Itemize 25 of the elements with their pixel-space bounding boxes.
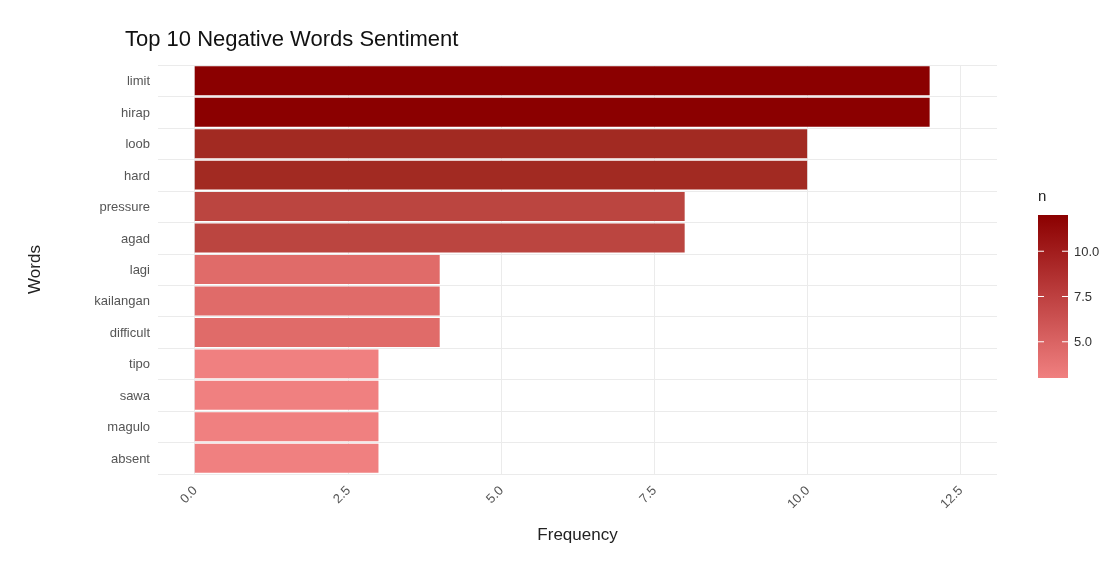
y-tick-label: kailangan: [94, 293, 150, 309]
y-tick-label: agad: [121, 230, 150, 246]
color-bar-label: 10.0: [1074, 243, 1100, 259]
legend-title: n: [1038, 187, 1047, 204]
x-tick-label: 7.5: [635, 482, 660, 507]
y-tick-label: magulo: [107, 419, 150, 435]
y-tick-label: sawa: [119, 387, 151, 403]
x-tick-label: 2.5: [329, 482, 354, 507]
y-tick-label: pressure: [99, 199, 150, 215]
y-tick-label: absent: [110, 450, 151, 466]
x-tick-label: 0.0: [176, 482, 201, 507]
y-tick-label: limit: [126, 73, 151, 89]
y-tick-label: lagi: [129, 262, 151, 277]
x-axis-title: Frequency: [537, 525, 619, 544]
x-tick-label: 5.0: [482, 482, 507, 507]
color-bar-label: 5.0: [1074, 334, 1093, 350]
color-bar-label: 7.5: [1074, 289, 1093, 304]
x-tick-label: 10.0: [783, 482, 813, 512]
y-tick-label: difficult: [109, 324, 151, 340]
y-tick-label: loob: [125, 136, 150, 152]
y-tick-label: hard: [123, 167, 150, 183]
y-axis-title: Words: [25, 245, 44, 294]
chart-title: Top 10 Negative Words Sentiment: [125, 25, 459, 51]
y-tick-label: hirap: [121, 104, 150, 120]
y-tick-label: tipo: [129, 356, 150, 372]
